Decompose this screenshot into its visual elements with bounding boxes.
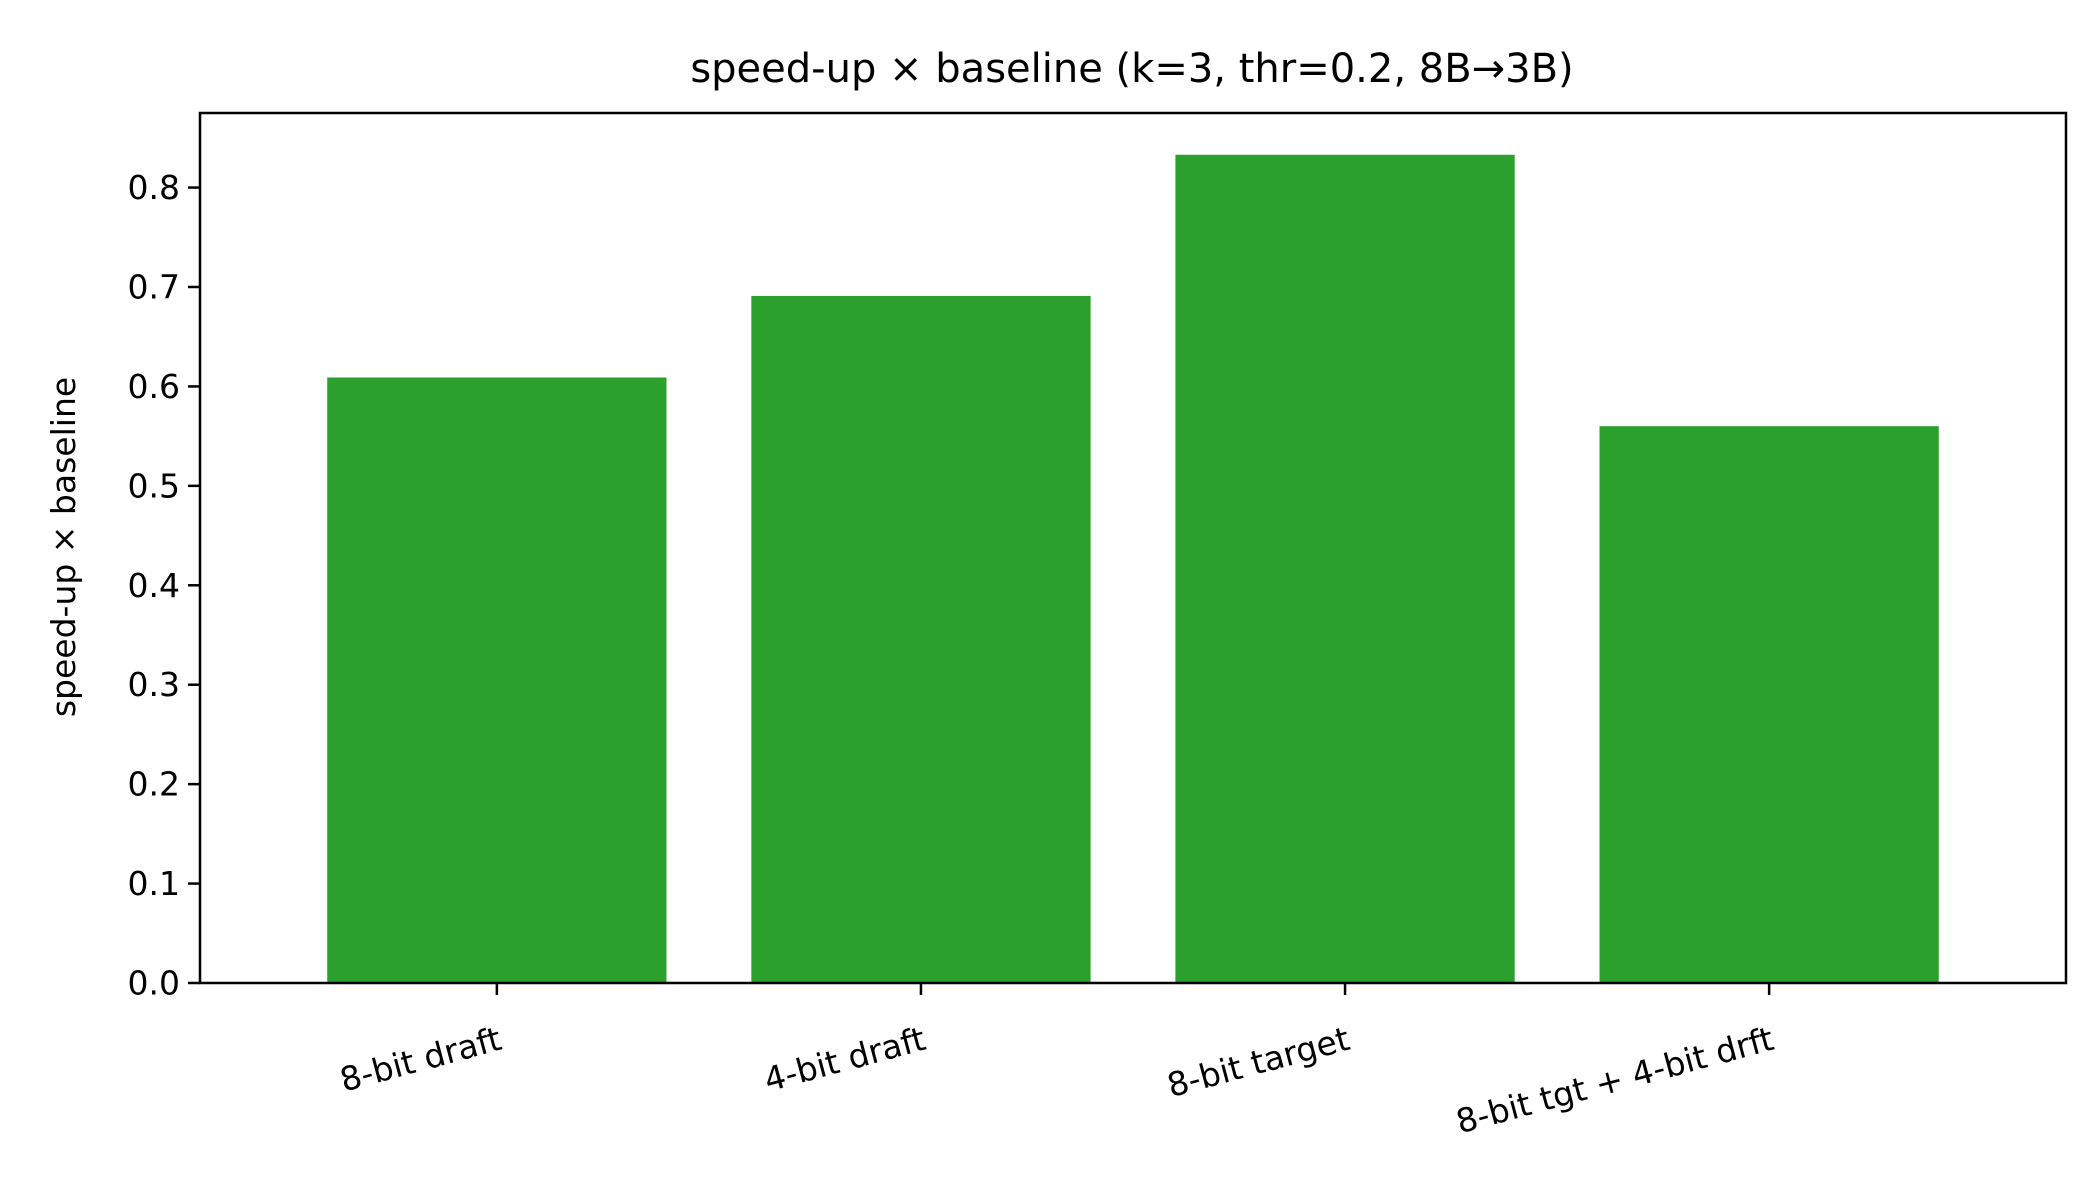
- bar: [1175, 154, 1515, 983]
- chart-title: speed-up × baseline (k=3, thr=0.2, 8B→3B…: [690, 46, 1573, 92]
- y-tick-label: 0.0: [128, 964, 180, 1003]
- y-axis: 0.0 0.1 0.2 0.3 0.4 0.5 0.6 0.7 0.8: [128, 168, 200, 1003]
- y-tick-label: 0.2: [128, 765, 180, 804]
- y-tick-label: 0.4: [128, 566, 180, 605]
- y-tick-label: 0.1: [128, 864, 180, 903]
- y-tick-label: 0.7: [128, 268, 180, 307]
- y-tick-label: 0.3: [128, 665, 180, 704]
- bar: [1599, 426, 1939, 983]
- y-tick-label: 0.6: [128, 367, 180, 406]
- bar: [327, 377, 667, 984]
- plot-frame: [198, 111, 2068, 985]
- bars: [327, 154, 1939, 984]
- y-tick-label: 0.8: [128, 168, 180, 207]
- bar: [751, 295, 1091, 983]
- y-axis-label: speed-up × baseline: [44, 377, 83, 717]
- y-tick-label: 0.5: [128, 466, 180, 505]
